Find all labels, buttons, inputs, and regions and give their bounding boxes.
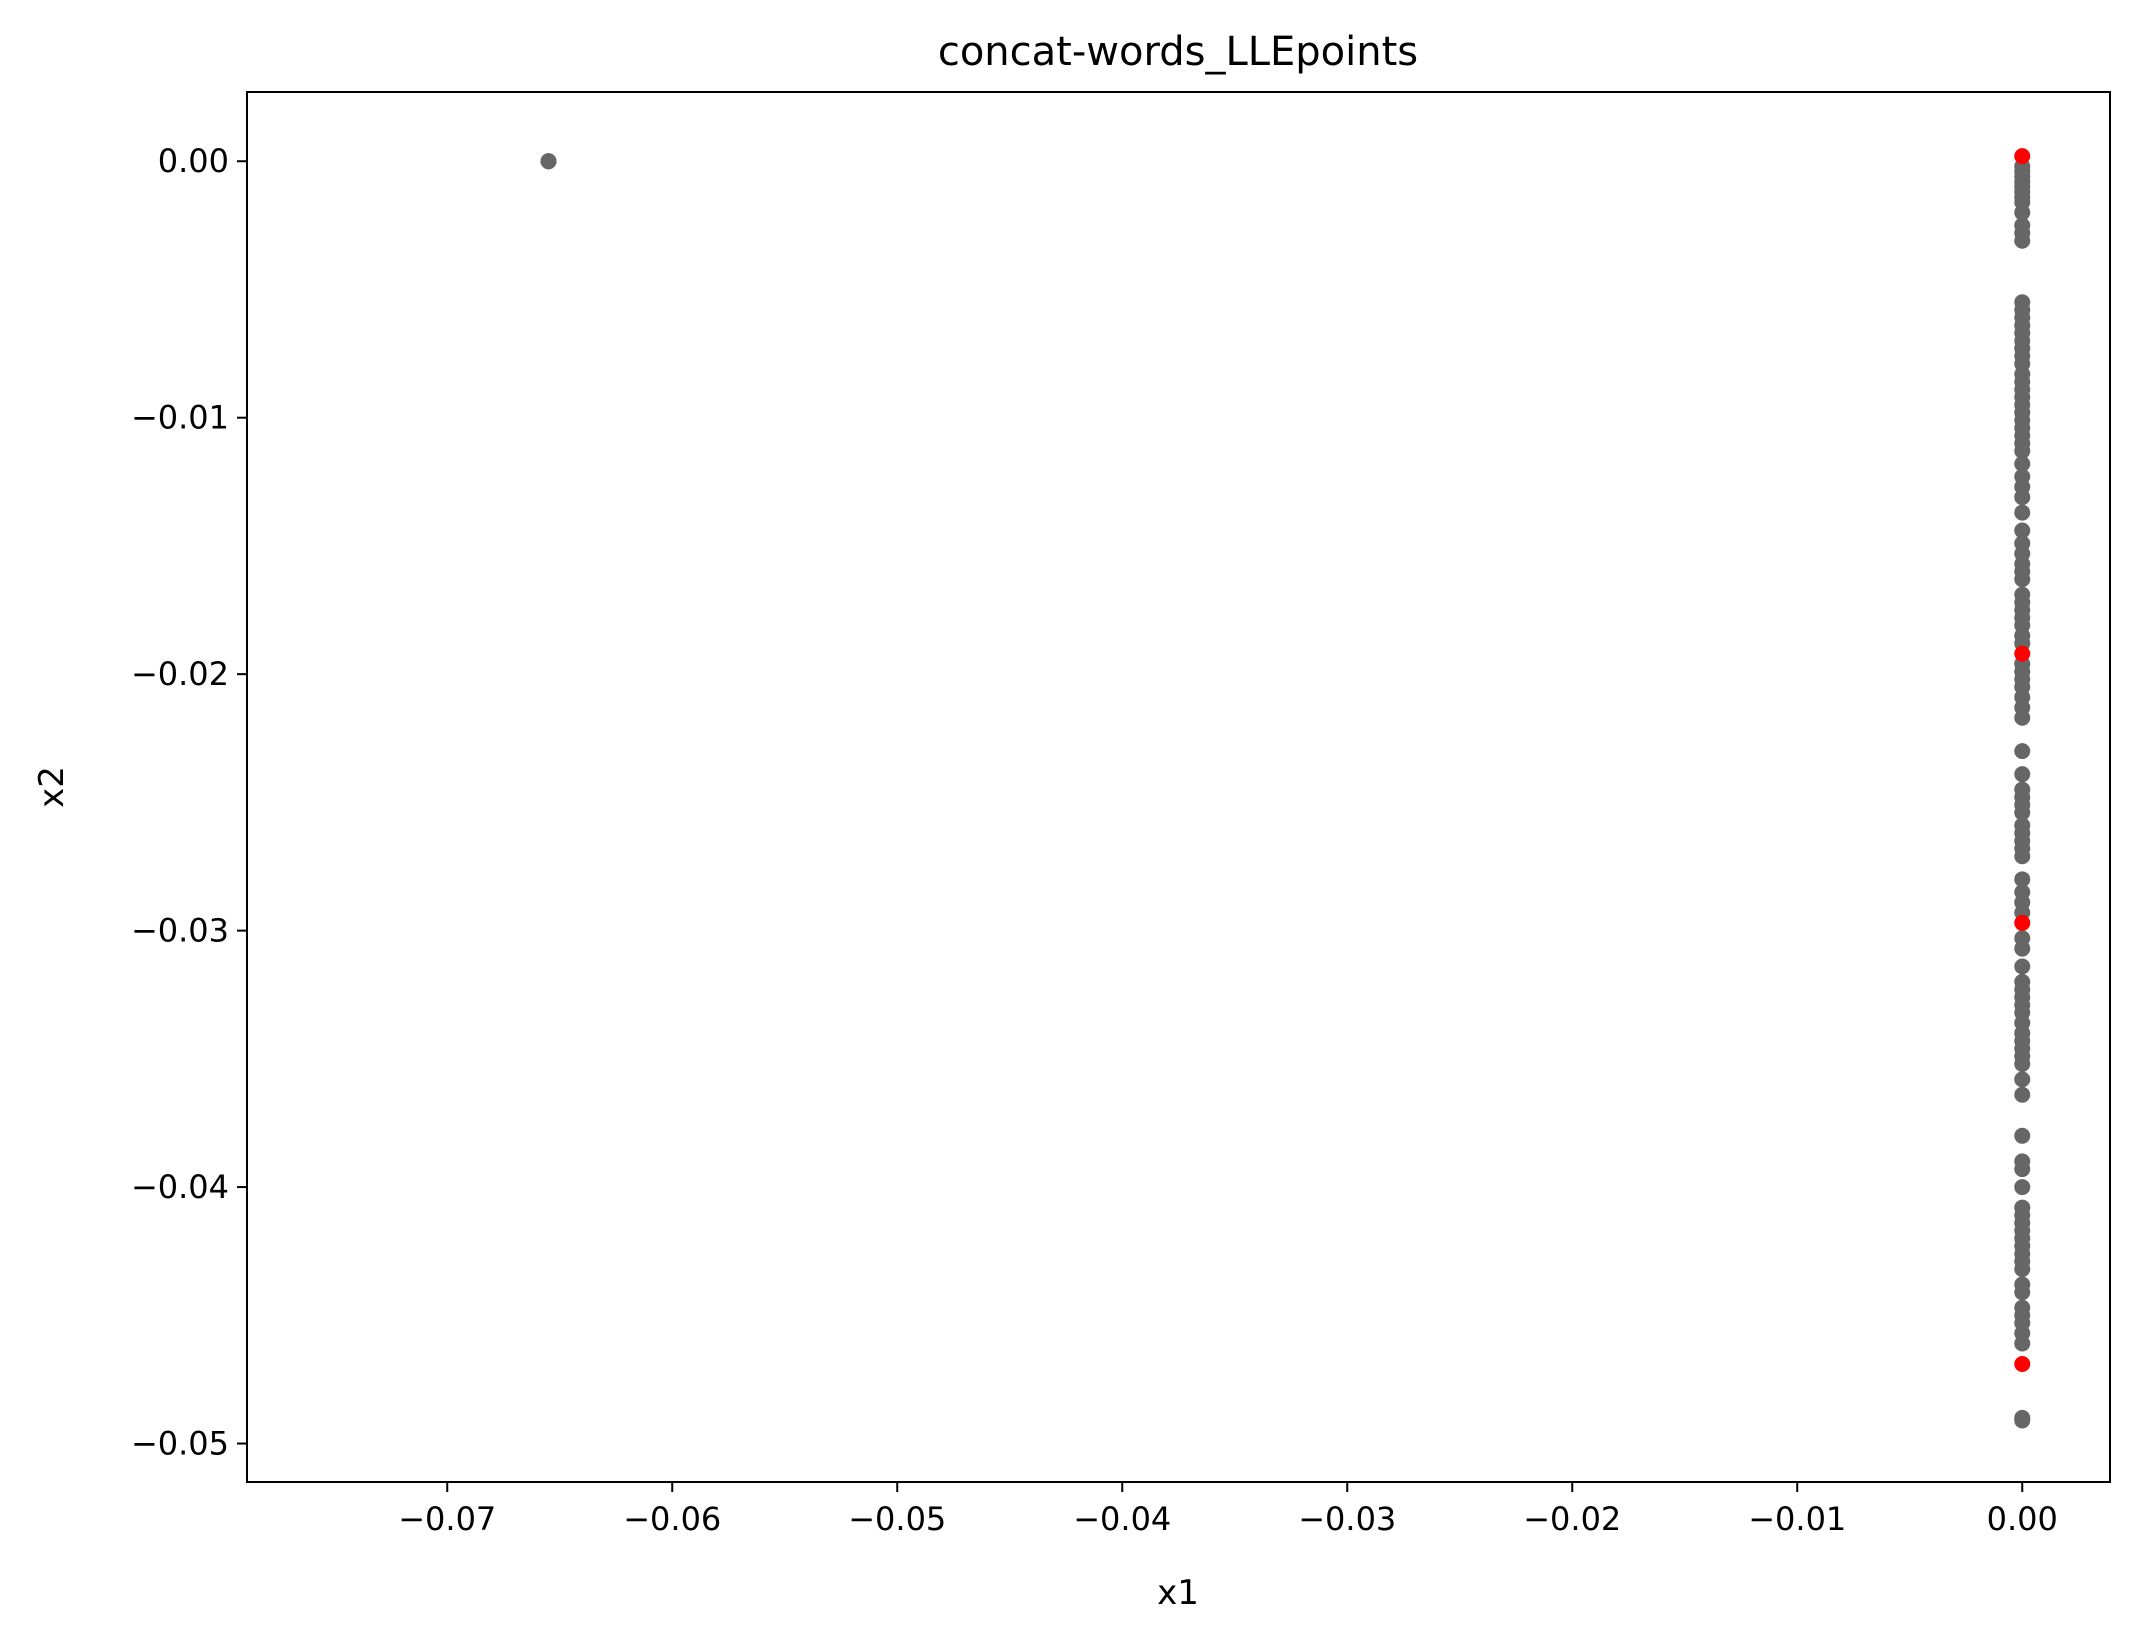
scatter-point [2014, 709, 2031, 726]
y-tick-label: −0.05 [131, 1425, 229, 1463]
x-tick-label: −0.04 [1073, 1500, 1171, 1538]
scatter-point [2014, 1127, 2031, 1144]
scatter-point [2014, 204, 2031, 221]
scatter-point [2014, 914, 2031, 931]
scatter-point [2014, 1086, 2031, 1103]
scatter-point [2014, 766, 2031, 783]
y-tick-label: 0.00 [158, 142, 229, 180]
scatter-point [2014, 871, 2031, 888]
scatter-point [2014, 1261, 2031, 1278]
scatter-point [2014, 804, 2031, 821]
x-tick-label: −0.01 [1748, 1500, 1846, 1538]
scatter-point [2014, 940, 2031, 957]
scatter-point [2014, 1179, 2031, 1196]
scatter-point [540, 153, 557, 170]
x-tick-label: −0.06 [623, 1500, 721, 1538]
scatter-point [2014, 232, 2031, 249]
scatter-point [2014, 489, 2031, 506]
scatter-point [2014, 522, 2031, 539]
x-axis-ticks: −0.07 −0.06 −0.05 −0.04 −0.03 −0.02 −0.01 0.00 [398, 1482, 2058, 1538]
y-tick-label: −0.02 [131, 655, 229, 693]
scatter-point [2014, 1284, 2031, 1301]
y-tick-label: −0.03 [131, 912, 229, 950]
scatter-point [2014, 571, 2031, 588]
points-layer [540, 148, 2031, 1429]
y-axis-ticks: 0.00 −0.01 −0.02 −0.03 −0.04 −0.05 [131, 142, 247, 1463]
scatter-point [2014, 1055, 2031, 1072]
plot-frame [246, 91, 2111, 1483]
y-tick-label: −0.01 [131, 399, 229, 437]
scatter-point [2014, 443, 2031, 460]
scatter-point [2014, 1412, 2031, 1429]
scatter-point [2014, 743, 2031, 760]
x-tick-label: −0.07 [398, 1500, 496, 1538]
scatter-point [2014, 504, 2031, 521]
y-axis-label: x2 [32, 766, 72, 808]
x-tick-label: 0.00 [1987, 1500, 2058, 1538]
scatter-point [2014, 958, 2031, 975]
scatter-point [2014, 1161, 2031, 1178]
scatter-point [2014, 1356, 2031, 1373]
scatter-point [2014, 1071, 2031, 1088]
x-axis-label: x1 [1157, 1573, 1199, 1613]
x-tick-label: −0.03 [1298, 1500, 1396, 1538]
y-tick-label: −0.04 [131, 1168, 229, 1206]
scatter-point [2014, 148, 2031, 165]
scatter-point [2014, 1335, 2031, 1352]
x-tick-label: −0.05 [848, 1500, 946, 1538]
scatter-point [2014, 645, 2031, 662]
chart-title: concat-words_LLEpoints [938, 29, 1418, 75]
scatter-point [2014, 455, 2031, 472]
x-tick-label: −0.02 [1523, 1500, 1621, 1538]
scatter-point [2014, 848, 2031, 865]
